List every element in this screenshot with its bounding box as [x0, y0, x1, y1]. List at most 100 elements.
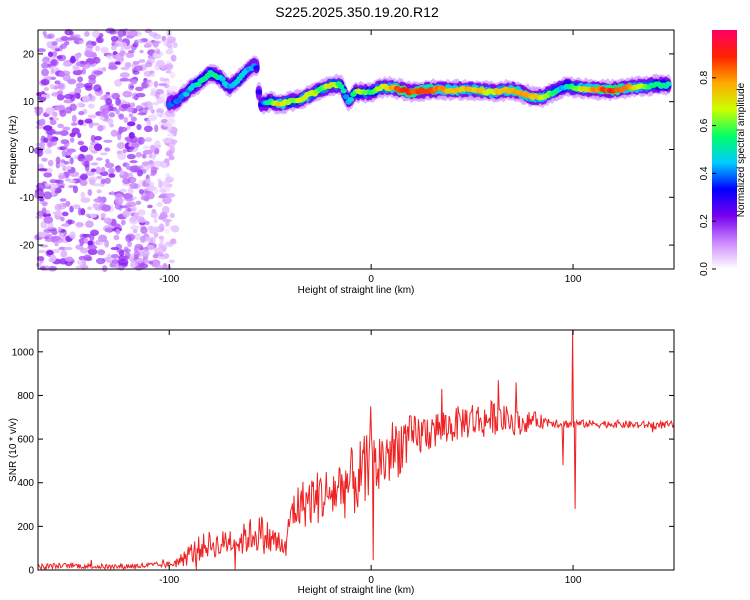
- spectrogram-noise-cell: [54, 203, 63, 212]
- spectrogram-noise-cell: [77, 207, 83, 216]
- spectrogram-noise-cell: [50, 58, 59, 67]
- snr-y-tick-label: 0: [28, 566, 34, 577]
- spectrogram-ridge-cell: [340, 88, 347, 94]
- spectrogram-noise-cell: [58, 45, 63, 52]
- spectrogram-noise-cell: [41, 157, 48, 162]
- spectrogram-noise-cell: [134, 233, 141, 241]
- spectrogram-noise-cell: [158, 242, 164, 249]
- colorbar-tick-label: 0.8: [699, 70, 710, 84]
- spectrogram-noise-cell: [88, 144, 95, 152]
- spectrogram-noise-cell: [165, 150, 173, 157]
- spectrogram-noise-cell: [164, 228, 171, 234]
- spectrogram-noise-cell: [129, 102, 136, 108]
- spectrogram-noise-cell: [72, 204, 81, 210]
- spectrogram-noise-cell: [169, 238, 177, 245]
- spectrogram-noise-cell: [113, 234, 120, 241]
- snr-y-tick-label: 1000: [12, 347, 35, 358]
- spectrogram-noise-cell: [122, 162, 130, 168]
- spectrogram-noise-cell: [82, 233, 92, 238]
- spectrogram-noise-cell: [84, 155, 94, 162]
- snr-x-label: Height of straight line (km): [298, 585, 415, 596]
- spectrogram-noise-cell: [130, 116, 137, 122]
- spectrogram-noise-cell: [80, 197, 91, 203]
- spectrogram-noise-cell: [130, 212, 135, 217]
- spectrogram-noise-cell: [40, 79, 50, 86]
- spectrogram-noise-cell: [166, 192, 176, 198]
- spectrogram-noise-cell: [56, 55, 63, 60]
- spectrogram-noise-cell: [110, 253, 120, 259]
- spectrogram-noise-cell: [94, 136, 102, 141]
- spectrogram-noise-cell: [152, 253, 159, 259]
- spectrogram-noise-cell: [150, 259, 161, 267]
- spectrogram-noise-cell: [151, 152, 156, 161]
- spectrogram-noise-cell: [152, 40, 159, 48]
- spectrogram-noise-cell: [105, 158, 110, 164]
- spectrogram-y-tick-label: 20: [23, 49, 35, 60]
- spectrogram-noise-cell: [107, 117, 114, 125]
- spectrogram-noise-cell: [55, 156, 61, 165]
- spectrogram-noise-cell: [147, 204, 153, 209]
- spectrogram-noise-cell: [70, 122, 78, 126]
- spectrogram-ridge-cell: [253, 65, 260, 71]
- spectrogram-noise-cell: [172, 41, 178, 49]
- spectrogram-noise-cell: [79, 241, 84, 247]
- colorbar-tick-label: 0.6: [699, 118, 710, 132]
- spectrogram-noise-cell: [61, 149, 67, 157]
- colorbar-tick-label: 0.2: [699, 214, 710, 228]
- spectrogram-noise-cell: [143, 145, 150, 149]
- spectrogram-noise-cell: [149, 144, 156, 152]
- spectrogram-noise-cell: [41, 207, 47, 215]
- spectrogram-noise-cell: [126, 106, 133, 113]
- spectrogram-noise-cell: [154, 91, 160, 99]
- spectrogram-noise-cell: [127, 186, 134, 195]
- spectrogram-ridge-cell: [665, 81, 672, 87]
- spectrogram-noise-cell: [91, 30, 100, 38]
- spectrogram-noise-cell: [116, 142, 126, 150]
- spectrogram-noise-cell: [70, 137, 75, 143]
- spectrogram-noise-cell: [126, 200, 132, 205]
- spectrogram-y-tick-label: -20: [20, 241, 35, 252]
- spectrogram-noise-cell: [140, 226, 148, 234]
- spectrogram-x-tick-label: 100: [565, 274, 582, 285]
- spectrogram-noise-cell: [130, 206, 137, 212]
- spectrogram-noise-cell: [151, 208, 157, 213]
- spectrogram-noise-cell: [129, 182, 139, 189]
- spectrogram-noise-cell: [126, 121, 136, 127]
- spectrogram-noise-cell: [153, 217, 158, 224]
- spectrogram-noise-cell: [87, 94, 96, 102]
- spectrogram-noise-cell: [131, 79, 138, 85]
- spectrogram-ridge: [166, 55, 672, 115]
- spectrogram-noise-cell: [163, 253, 170, 259]
- spectrogram-noise-cell: [104, 162, 115, 169]
- spectrogram-noise-cell: [78, 110, 85, 116]
- snr-x-tick-label: 0: [368, 575, 374, 586]
- spectrogram-noise-cell: [163, 122, 172, 127]
- spectrogram-noise-cell: [100, 178, 106, 185]
- spectrogram-noise-cell: [93, 57, 101, 64]
- spectrogram-noise-cell: [104, 239, 109, 248]
- spectrogram-noise-cell: [75, 265, 86, 270]
- spectrogram-noise-cell: [105, 53, 116, 60]
- spectrogram-noise-cell: [142, 149, 153, 155]
- spectrogram-noise-cell: [162, 196, 172, 205]
- spectrogram-noise-cell: [84, 118, 93, 124]
- spectrogram-noise-cell: [85, 220, 94, 228]
- spectrogram-noise-cell: [169, 72, 176, 79]
- spectrogram-noise-cell: [114, 196, 124, 205]
- spectrogram-noise-cell: [54, 80, 61, 85]
- spectrogram-noise-cell: [127, 146, 135, 150]
- spectrogram-noise-cell: [136, 257, 144, 263]
- spectrogram-noise-cell: [97, 249, 106, 256]
- spectrogram-noise-cell: [38, 191, 45, 198]
- spectrogram-noise-cell: [100, 213, 106, 218]
- spectrogram-noise-cell: [43, 216, 54, 224]
- spectrogram-noise-cell: [169, 212, 175, 219]
- spectrogram-noise-cell: [80, 61, 88, 65]
- spectrogram-y-label: Frequency (Hz): [8, 116, 19, 185]
- spectrogram-noise-cell: [59, 198, 67, 202]
- spectrogram-noise-cell: [90, 122, 100, 126]
- spectrogram-noise-cell: [77, 259, 86, 266]
- spectrogram-noise-cell: [75, 40, 80, 45]
- spectrogram-noise-cell: [96, 189, 102, 194]
